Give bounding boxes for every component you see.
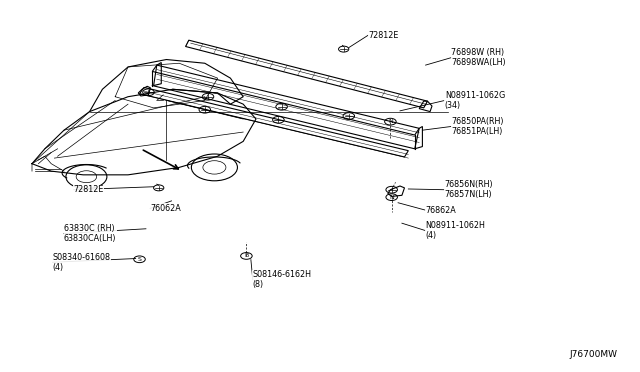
Text: S08146-6162H
(8): S08146-6162H (8) xyxy=(253,270,312,289)
Text: 76898W (RH)
76898WA(LH): 76898W (RH) 76898WA(LH) xyxy=(451,48,506,67)
Text: 76862A: 76862A xyxy=(426,206,456,215)
Text: N: N xyxy=(388,119,393,124)
Text: B: B xyxy=(244,253,248,259)
Text: N: N xyxy=(389,195,394,200)
Text: N08911-1062H
(4): N08911-1062H (4) xyxy=(426,221,486,240)
Text: N08911-1062G
(34): N08911-1062G (34) xyxy=(445,91,505,110)
Text: 63830C (RH)
63830CA(LH): 63830C (RH) 63830CA(LH) xyxy=(64,224,116,243)
Text: 76850PA(RH)
76851PA(LH): 76850PA(RH) 76851PA(LH) xyxy=(451,117,504,136)
Text: 76062A: 76062A xyxy=(150,204,181,213)
Text: S: S xyxy=(138,257,141,262)
Text: 72812E: 72812E xyxy=(74,185,104,194)
Text: 76856N(RH)
76857N(LH): 76856N(RH) 76857N(LH) xyxy=(445,180,493,199)
Text: S08340-61608
(4): S08340-61608 (4) xyxy=(52,253,111,272)
Text: J76700MW: J76700MW xyxy=(570,350,618,359)
Text: 72812E: 72812E xyxy=(368,31,398,40)
